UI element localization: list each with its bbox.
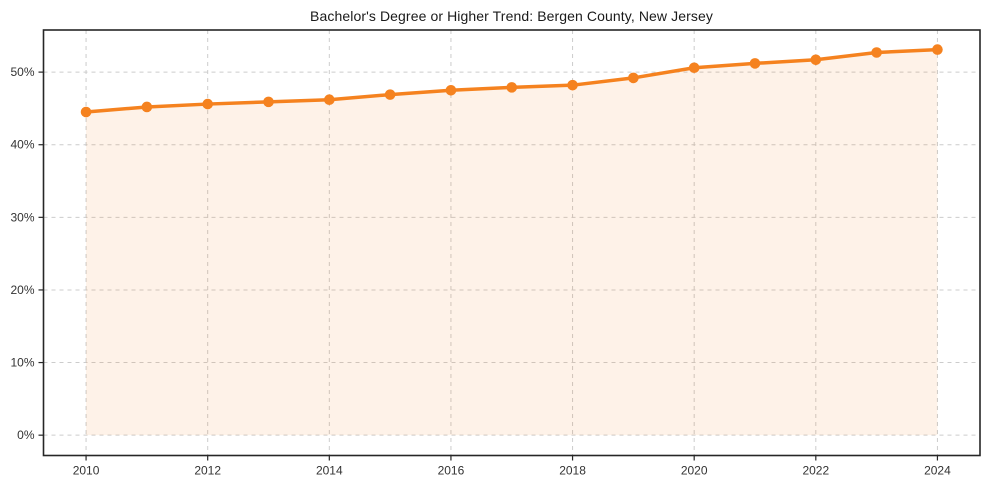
x-tick-label: 2012 [194,464,221,478]
x-tick-label: 2014 [316,464,343,478]
data-point-marker [932,44,943,55]
area-fill [86,49,938,436]
data-point-marker [263,96,274,108]
x-tick-label: 2010 [73,464,100,478]
y-tick-label: 30% [10,210,34,224]
x-tick-label: 2024 [924,464,951,478]
data-point-marker [688,62,700,74]
data-point-marker [628,72,639,84]
data-point-marker [567,79,578,91]
data-point-marker [384,89,396,100]
data-point-marker [80,106,92,118]
data-point-marker [141,101,153,113]
data-point-marker [749,58,761,69]
chart-title: Bachelor's Degree or Higher Trend: Berge… [310,8,713,24]
data-point-marker [871,47,882,58]
y-tick-label: 10% [10,356,34,370]
data-point-marker [202,98,213,110]
x-tick-label: 2020 [681,464,708,478]
data-point-marker [810,54,822,66]
data-point-marker [445,84,457,96]
data-point-marker [324,94,335,106]
y-tick-label: 20% [10,283,34,297]
y-tick-label: 50% [10,65,34,79]
x-tick-label: 2022 [802,464,829,478]
x-tick-label: 2018 [559,464,586,478]
x-tick-label: 2016 [438,464,465,478]
data-point-marker [506,82,518,93]
y-tick-label: 0% [17,428,35,442]
y-tick-label: 40% [10,138,34,152]
plot-frame [42,29,981,457]
